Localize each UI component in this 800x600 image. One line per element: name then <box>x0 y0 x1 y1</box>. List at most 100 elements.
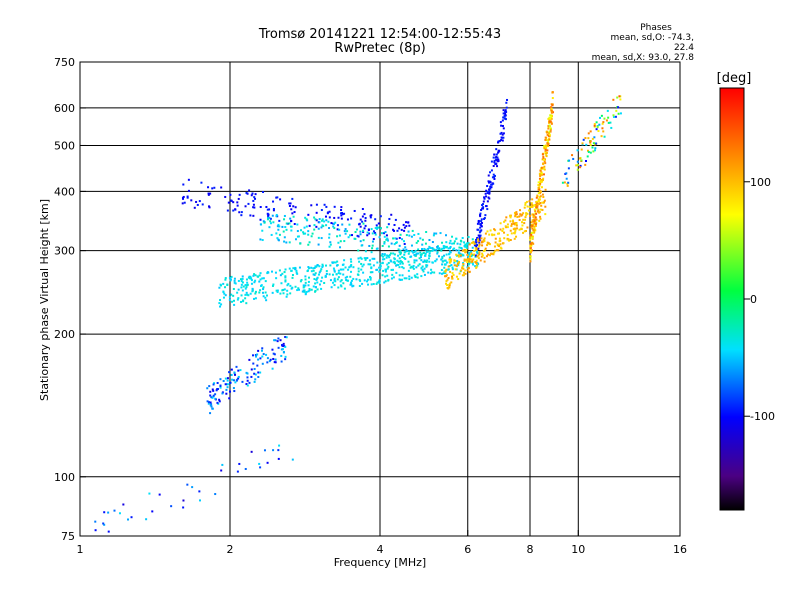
scatter-point <box>539 169 542 172</box>
scatter-point <box>584 160 587 163</box>
scatter-point <box>384 231 387 234</box>
scatter-point <box>544 162 547 165</box>
scatter-point <box>209 394 212 397</box>
scatter-point <box>505 106 508 109</box>
scatter-point <box>295 269 298 272</box>
scatter-point <box>269 222 272 225</box>
scatter-point <box>321 218 324 221</box>
scatter-point <box>595 128 598 131</box>
scatter-point <box>283 236 286 239</box>
scatter-point <box>402 248 405 251</box>
scatter-point <box>375 227 378 230</box>
scatter-point <box>498 244 501 247</box>
scatter-point <box>181 202 184 205</box>
scatter-point <box>214 397 217 400</box>
scatter-point <box>253 273 256 276</box>
scatter-point <box>383 253 386 256</box>
scatter-point <box>469 255 472 258</box>
scatter-point <box>240 283 243 286</box>
scatter-point <box>537 200 540 203</box>
scatter-point <box>358 222 361 225</box>
scatter-point <box>417 232 420 235</box>
scatter-point <box>499 243 502 246</box>
scatter-point <box>515 224 518 227</box>
scatter-point <box>245 302 248 305</box>
scatter-point <box>541 208 544 211</box>
scatter-point <box>596 126 599 129</box>
scatter-point <box>401 262 404 265</box>
scatter-point <box>260 349 263 352</box>
scatter-point <box>428 239 431 242</box>
colorbar-tick-label: 100 <box>750 176 771 189</box>
scatter-point <box>483 260 486 263</box>
scatter-point <box>381 253 384 256</box>
scatter-point <box>446 268 449 271</box>
scatter-point <box>599 116 602 119</box>
scatter-point <box>529 249 532 252</box>
scatter-point <box>310 235 313 238</box>
scatter-point <box>390 213 393 216</box>
scatter-point <box>550 116 553 119</box>
scatter-point <box>338 234 341 237</box>
scatter-point <box>336 224 339 227</box>
scatter-point <box>238 211 241 214</box>
scatter-point <box>607 116 610 119</box>
scatter-point <box>407 260 410 263</box>
scatter-point <box>425 265 428 268</box>
scatter-point <box>330 222 333 225</box>
scatter-point <box>375 247 378 250</box>
scatter-point <box>532 220 535 223</box>
scatter-point <box>536 210 539 213</box>
scatter-point <box>587 150 590 153</box>
scatter-point <box>476 262 479 265</box>
scatter-point <box>229 381 232 384</box>
scatter-point <box>254 297 257 300</box>
scatter-point <box>447 287 450 290</box>
scatter-point <box>280 354 283 357</box>
scatter-point <box>325 205 328 208</box>
scatter-point <box>496 249 499 252</box>
scatter-point <box>486 190 489 193</box>
scatter-point <box>404 246 407 249</box>
scatter-point <box>478 238 481 241</box>
scatter-point <box>372 238 375 241</box>
scatter-point <box>367 283 370 286</box>
scatter-point <box>539 181 542 184</box>
scatter-point <box>445 274 448 277</box>
scatter-point <box>479 226 482 229</box>
scatter-point <box>461 267 464 270</box>
scatter-point <box>337 276 340 279</box>
scatter-point <box>222 296 225 299</box>
scatter-point <box>291 274 294 277</box>
scatter-point <box>369 278 372 281</box>
scatter-point <box>524 216 527 219</box>
scatter-point <box>576 149 579 152</box>
scatter-point <box>274 361 277 364</box>
scatter-point <box>209 390 212 393</box>
scatter-point <box>369 276 372 279</box>
scatter-point <box>402 223 405 226</box>
scatter-point <box>401 238 404 241</box>
scatter-point <box>384 280 387 283</box>
scatter-point <box>612 115 615 118</box>
scatter-point <box>565 177 568 180</box>
scatter-point <box>238 462 241 465</box>
scatter-point <box>589 151 592 154</box>
scatter-point <box>480 229 483 232</box>
scatter-point <box>448 264 451 267</box>
scatter-point <box>483 196 486 199</box>
scatter-point <box>436 247 439 250</box>
scatter-point <box>532 213 535 216</box>
scatter-point <box>492 253 495 256</box>
scatter-point <box>103 523 106 526</box>
scatter-point <box>401 274 404 277</box>
scatter-point <box>474 254 477 257</box>
scatter-point <box>252 199 255 202</box>
scatter-point <box>218 302 221 305</box>
scatter-point <box>229 390 232 393</box>
scatter-point <box>544 148 547 151</box>
scatter-point <box>400 228 403 231</box>
scatter-point <box>531 224 534 227</box>
scatter-point <box>290 229 293 232</box>
scatter-point <box>347 236 350 239</box>
